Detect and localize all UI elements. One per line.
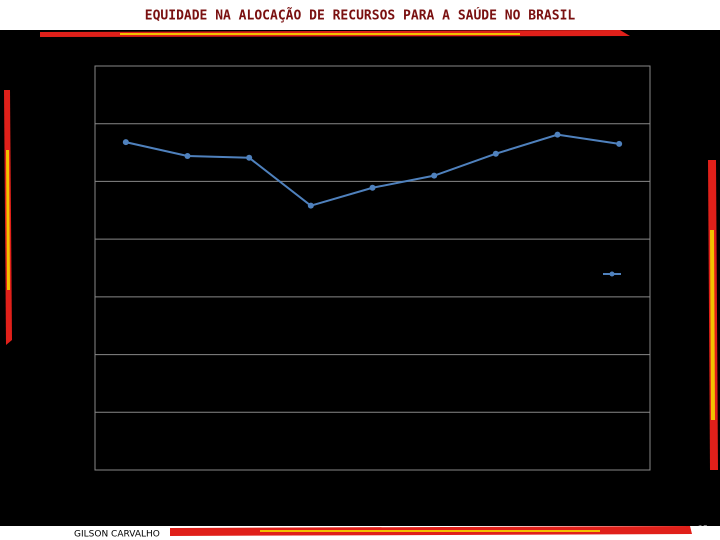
point xyxy=(492,150,499,157)
point xyxy=(554,131,561,138)
series-line xyxy=(125,133,620,207)
title-band xyxy=(0,0,720,30)
decor-stroke xyxy=(6,150,10,290)
point xyxy=(369,184,376,191)
page-number: 35 xyxy=(698,525,708,534)
plot-frame xyxy=(94,65,651,471)
point xyxy=(184,153,191,160)
decor-stroke xyxy=(260,530,600,532)
legend-marker xyxy=(609,271,615,277)
decor-stroke xyxy=(120,33,520,35)
point xyxy=(307,202,314,209)
point xyxy=(122,139,129,146)
decor-stroke xyxy=(710,230,715,420)
point xyxy=(431,172,438,179)
footer-author: GILSON CARVALHO xyxy=(74,530,160,540)
slide-title: EQUIDADE NA ALOCAÇÃO DE RECURSOS PARA A … xyxy=(145,8,576,24)
point xyxy=(616,140,623,147)
point xyxy=(246,154,253,161)
